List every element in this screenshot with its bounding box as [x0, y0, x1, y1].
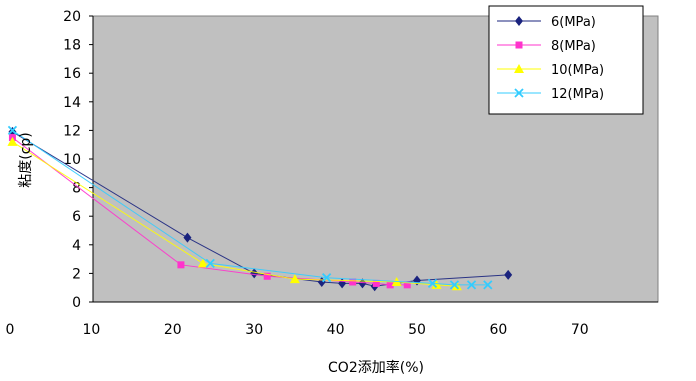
y-tick-label: 10	[63, 152, 81, 168]
legend-entry: 10(MPa)	[497, 63, 604, 78]
x-tick-label: 20	[164, 322, 182, 338]
data-point	[427, 278, 438, 289]
y-axis-title: 粘度(cp)	[18, 132, 34, 188]
data-point	[263, 272, 271, 280]
data-point	[386, 281, 394, 289]
legend-marker	[514, 88, 524, 98]
y-tick-label: 4	[72, 238, 81, 254]
y-tick-label: 18	[63, 38, 81, 54]
data-point	[483, 280, 493, 290]
x-tick-label: 10	[82, 322, 100, 338]
y-tick-label: 12	[63, 123, 81, 139]
data-point	[183, 232, 192, 243]
x-tick-label: 0	[6, 322, 15, 338]
y-tick-label: 16	[63, 66, 81, 82]
series-3	[7, 125, 493, 290]
data-point	[7, 125, 18, 136]
legend-label: 10(MPa)	[551, 63, 604, 78]
data-point	[289, 274, 300, 284]
x-axis: 0 10 20 30 40 50 60 70	[6, 301, 658, 338]
x-tick-label: 30	[245, 322, 263, 338]
y-tick-label: 20	[63, 9, 81, 25]
legend-label: 8(MPa)	[551, 39, 596, 54]
data-point	[403, 281, 411, 289]
legend-marker	[514, 64, 524, 73]
data-point	[504, 269, 513, 280]
x-tick-label: 40	[327, 322, 345, 338]
legend-entry: 8(MPa)	[497, 39, 596, 54]
legend-label: 6(MPa)	[551, 15, 596, 30]
x-tick-label: 70	[571, 322, 589, 338]
y-tick-label: 14	[63, 95, 81, 111]
data-point	[7, 136, 18, 146]
data-point	[431, 279, 442, 289]
x-axis-title: CO2添加率(%)	[328, 359, 424, 376]
legend-marker	[515, 16, 523, 26]
data-point	[449, 280, 460, 290]
legend: 6(MPa) 8(MPa) 10(MPa) 12(MPa)	[488, 5, 644, 115]
data-point	[466, 280, 477, 290]
data-point	[451, 281, 462, 291]
data-point	[322, 273, 332, 283]
legend-marker	[515, 41, 523, 49]
legend-box	[488, 5, 644, 115]
data-point	[205, 258, 215, 269]
series-line	[12, 141, 457, 287]
legend-entry: 12(MPa)	[497, 87, 604, 102]
data-point	[372, 279, 380, 287]
legend-label: 12(MPa)	[551, 87, 604, 102]
data-point	[250, 268, 259, 279]
y-axis: 0 2 4 6 8 10 12 14 16 18 20	[63, 9, 94, 311]
y-tick-label: 2	[72, 266, 81, 282]
y-tick-label: 0	[72, 295, 81, 311]
x-tick-label: 50	[408, 322, 426, 338]
data-point	[197, 258, 208, 268]
data-point	[177, 261, 185, 269]
series-layer	[7, 125, 513, 292]
data-point	[349, 278, 357, 286]
series-2	[7, 136, 462, 291]
y-tick-label: 8	[72, 181, 81, 197]
y-tick-label: 6	[72, 209, 81, 225]
x-tick-label: 60	[489, 322, 507, 338]
legend-entry: 6(MPa)	[497, 15, 596, 30]
